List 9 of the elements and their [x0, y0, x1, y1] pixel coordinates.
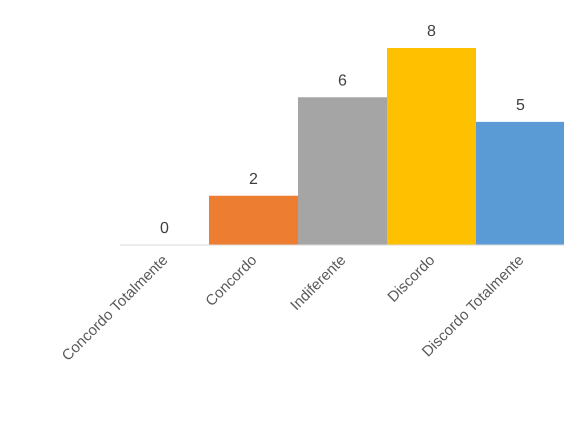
bar: [476, 122, 564, 245]
data-label: 0: [160, 220, 170, 237]
data-label: 2: [249, 170, 258, 188]
bar: [387, 48, 476, 245]
data-label: 8: [427, 23, 436, 40]
bar: [298, 97, 387, 245]
data-label: 6: [338, 72, 348, 90]
data-label: 5: [516, 96, 526, 114]
bar: [209, 196, 298, 245]
